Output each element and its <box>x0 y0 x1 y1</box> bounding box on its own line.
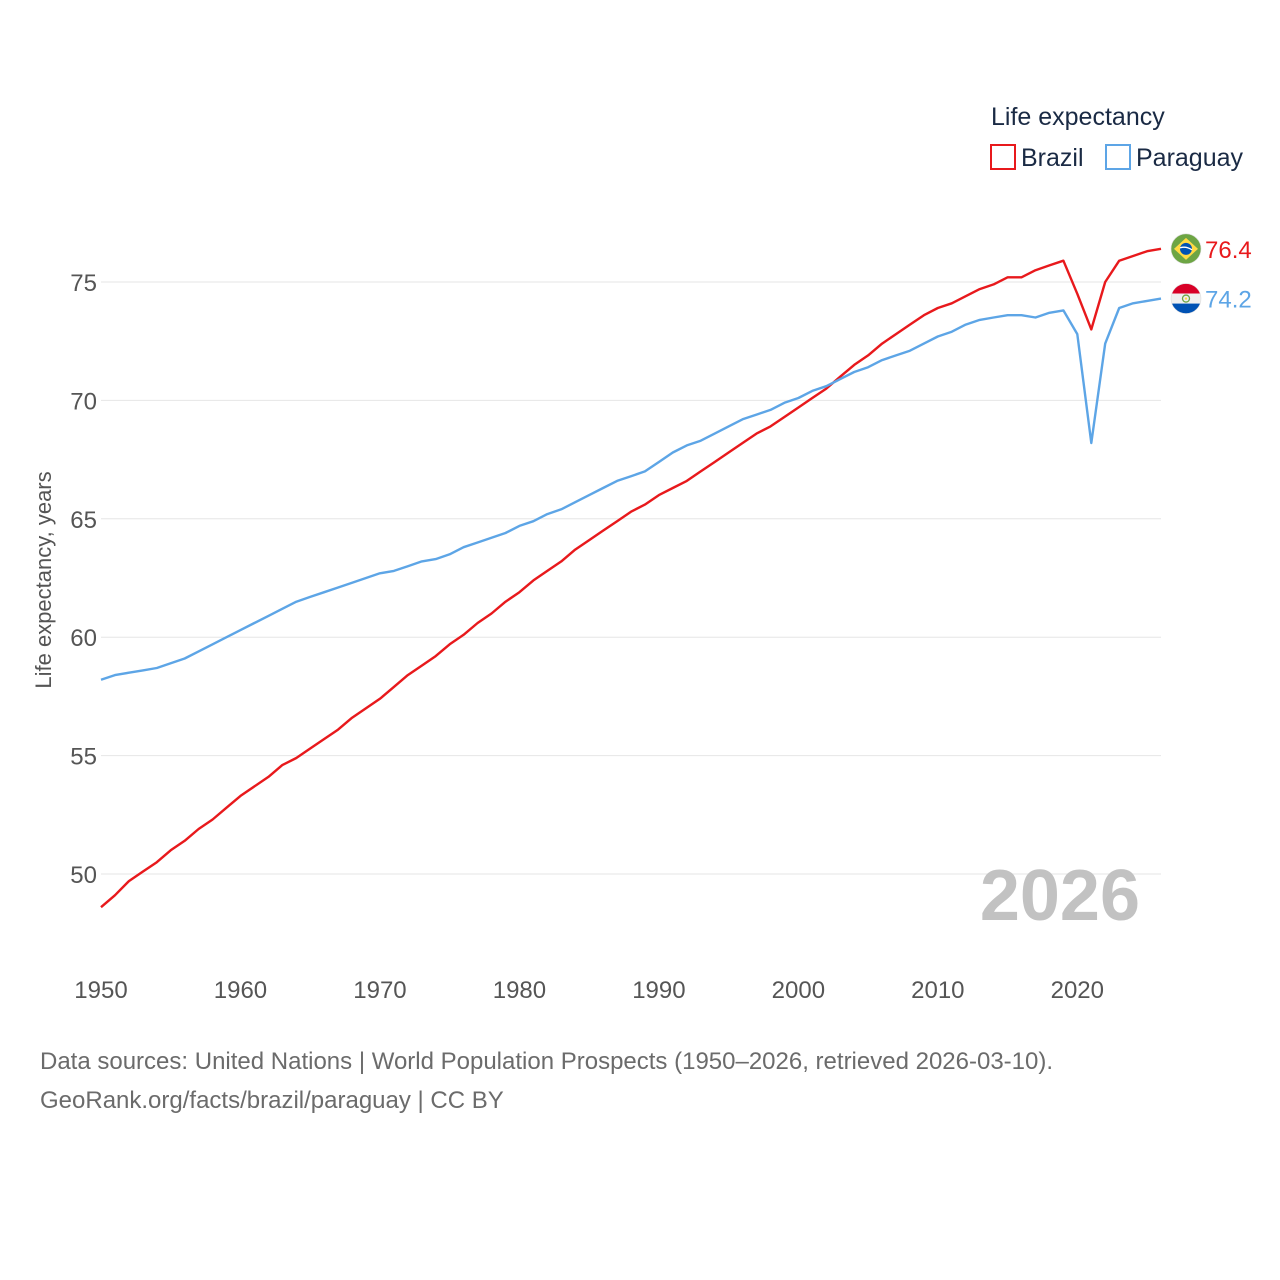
y-axis-ticks: 50 55 60 65 70 75 <box>70 270 97 889</box>
end-label-paraguay: 74.2 <box>1205 287 1252 314</box>
legend-item-brazil[interactable]: Brazil <box>990 144 1084 172</box>
x-tick-label: 2010 <box>911 977 964 1004</box>
legend-swatch-brazil <box>990 144 1016 170</box>
x-tick-label: 1950 <box>74 977 127 1004</box>
x-tick-label: 1970 <box>353 977 406 1004</box>
x-axis-ticks: 1950 1960 1970 1980 1990 2000 2010 2020 <box>74 977 1104 1004</box>
x-tick-label: 2000 <box>772 977 825 1004</box>
y-tick-label: 50 <box>70 862 97 889</box>
series-line-paraguay <box>100 297 1162 681</box>
y-tick-label: 55 <box>70 744 97 771</box>
legend-swatch-paraguay <box>1105 144 1131 170</box>
x-tick-label: 1980 <box>493 977 546 1004</box>
source-footer: Data sources: United Nations | World Pop… <box>40 1042 1260 1120</box>
end-label-brazil: 76.4 <box>1205 237 1252 264</box>
legend-label-paraguay: Paraguay <box>1136 144 1244 172</box>
x-tick-label: 1990 <box>632 977 685 1004</box>
y-tick-label: 75 <box>70 270 97 297</box>
legend-label-brazil: Brazil <box>1021 144 1084 172</box>
brazil-flag-icon <box>1170 233 1202 265</box>
series-line-brazil <box>100 247 1162 909</box>
year-watermark: 2026 <box>980 856 1140 936</box>
series-lines <box>100 247 1162 909</box>
y-tick-label: 60 <box>70 625 97 652</box>
line-chart: 50 55 60 65 70 75 1950 1960 1970 1980 1990 2000 201… <box>31 103 1252 1004</box>
legend-item-paraguay[interactable]: Paraguay <box>1105 144 1244 172</box>
y-axis-label: Life expectancy, years <box>31 471 56 688</box>
x-tick-label: 2020 <box>1051 977 1104 1004</box>
y-tick-label: 65 <box>70 507 97 534</box>
gridlines <box>101 281 1161 875</box>
source-line-2: GeoRank.org/facts/brazil/paraguay | CC B… <box>40 1087 504 1114</box>
paraguay-flag-icon <box>1170 283 1202 314</box>
source-line-1: Data sources: United Nations | World Pop… <box>40 1048 1054 1075</box>
legend-title: Life expectancy <box>991 103 1165 131</box>
x-tick-label: 1960 <box>214 977 267 1004</box>
series-end-markers: 76.4 74.2 <box>1170 233 1252 314</box>
y-tick-label: 70 <box>70 388 97 415</box>
